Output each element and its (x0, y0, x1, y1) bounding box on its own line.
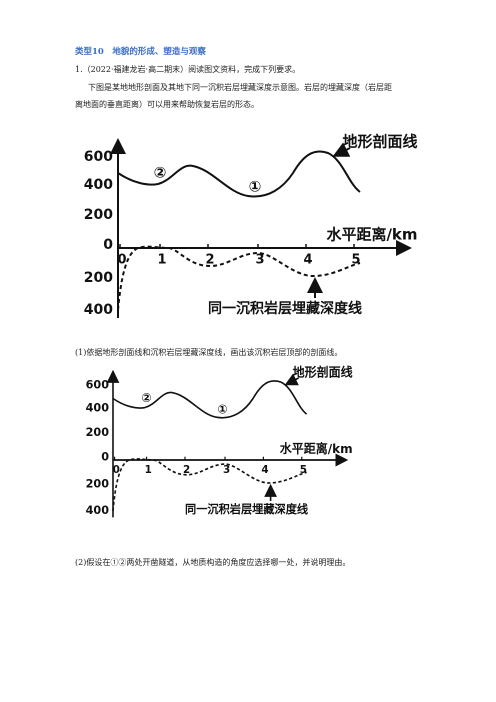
y-tick-label: 200 (84, 270, 113, 286)
marker-label: ② (142, 391, 152, 405)
y-tick-label: 0 (103, 237, 113, 253)
x-axis-label: 水平距离/km (280, 441, 353, 456)
y-tick-label: 400 (84, 302, 113, 318)
depth-label: 同一沉积岩层埋藏深度线 (185, 502, 309, 516)
x-axis-label: 水平距离/km (326, 226, 417, 244)
x-tick-label: 4 (303, 253, 312, 268)
question-intro: 1.（2022·福建龙岩·高二期末）阅读图文资料，完成下列要求。 (75, 65, 301, 74)
y-tick-label: 400 (84, 177, 113, 193)
depth-line (112, 458, 307, 511)
sub-question: (1)依据地形剖面线和沉积岩层埋藏深度线，画出该沉积岩层顶部的剖面线。 (75, 348, 343, 357)
y-tick-label: 200 (84, 207, 113, 223)
y-tick-label: 0 (101, 449, 109, 463)
x-tick-label: 0 (113, 464, 120, 476)
depth-line (117, 245, 361, 311)
y-tick-label: 400 (86, 400, 109, 414)
y-tick-label: 200 (86, 477, 109, 491)
profile-label: 地形剖面线 (293, 364, 353, 379)
profile-label: 地形剖面线 (342, 133, 417, 151)
x-tick-label: 2 (183, 464, 190, 476)
x-tick-label: 4 (261, 464, 268, 476)
y-tick-label: 600 (86, 377, 109, 391)
terrain-profile (117, 150, 361, 198)
x-tick-label: 5 (351, 253, 360, 268)
terrain-profile (112, 380, 308, 419)
x-tick-label: 3 (223, 464, 230, 476)
sub-question: (2)假设在①②两处开凿隧道，从地质构造的角度应选择哪一处，并说明理由。 (75, 558, 351, 567)
y-tick-label: 400 (86, 503, 109, 517)
y-tick-label: 200 (86, 425, 109, 439)
depth-label: 同一沉积岩层埋藏深度线 (208, 300, 362, 317)
y-tick-label: 600 (84, 149, 113, 165)
x-tick-label: 1 (145, 464, 152, 476)
x-tick-label: 0 (117, 253, 126, 268)
question-text: 离地面的垂直距离）可以用来帮助恢复岩层的形态。 (75, 100, 259, 109)
marker-label: ① (249, 178, 262, 196)
question-text: 下图是某地地形剖面及其地下同一沉积岩层埋藏深度示意图。岩层的埋藏深度（岩层距 (88, 83, 392, 92)
marker-label: ② (154, 164, 167, 182)
marker-label: ① (218, 402, 228, 416)
arrow (284, 373, 299, 386)
heading: 类型10 地貌的形成、塑造与观察 (75, 47, 206, 57)
arrow (332, 142, 351, 157)
x-tick-label: 3 (255, 253, 264, 268)
x-tick-label: 5 (300, 464, 307, 476)
x-tick-label: 2 (205, 253, 214, 268)
x-tick-label: 1 (157, 253, 166, 268)
